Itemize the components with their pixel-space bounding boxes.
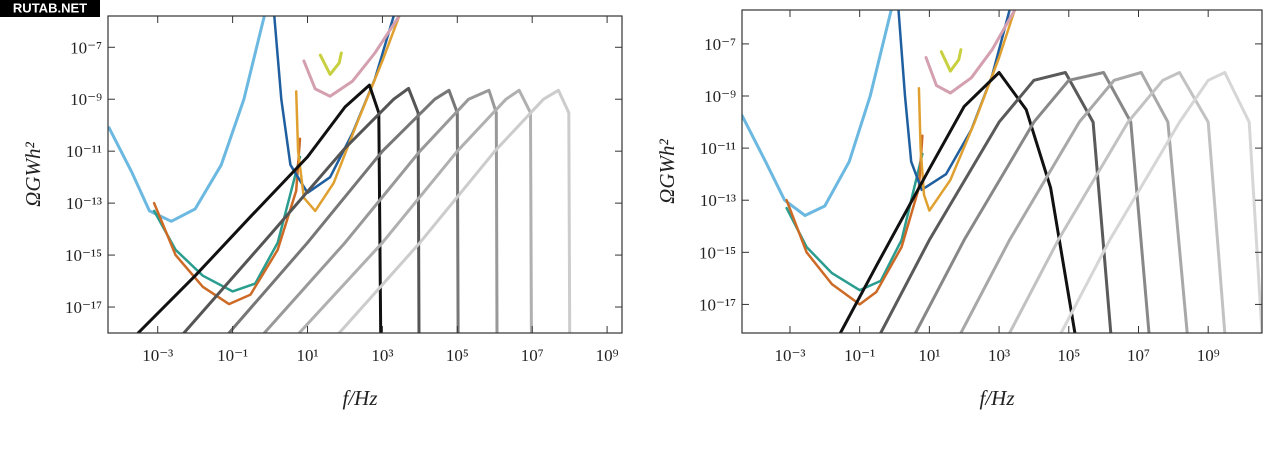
y-tick-label: 10⁻¹⁵ [65, 246, 102, 265]
plot-area [108, 16, 572, 333]
curve [914, 71, 1151, 333]
y-tick-label: 10⁻¹⁵ [699, 243, 736, 262]
x-tick-label: 10⁵ [446, 346, 469, 365]
curve [108, 16, 266, 223]
curve [152, 155, 302, 293]
y-tick-label: 10⁻¹³ [700, 191, 736, 210]
curve [262, 88, 499, 333]
curve [917, 10, 1016, 212]
curve [337, 88, 572, 333]
y-tick-label: 10⁻¹⁷ [699, 295, 736, 314]
curve [939, 48, 963, 73]
y-tick-label: 10⁻⁷ [70, 38, 102, 57]
curve [227, 88, 460, 333]
curve [897, 10, 1011, 192]
x-tick-label: 10³ [988, 346, 1010, 365]
curve [785, 134, 924, 306]
x-tick-label: 10⁻¹ [217, 346, 248, 365]
curve [924, 10, 1017, 95]
curve [742, 10, 893, 217]
y-axis-label: ΩGWh² [21, 141, 45, 206]
curve [302, 16, 401, 98]
x-tick-label: 10¹ [918, 346, 940, 365]
watermark: RUTAB.NET [13, 0, 87, 15]
curve [318, 51, 343, 76]
curve [136, 83, 383, 333]
x-tick-label: 10⁻³ [774, 346, 805, 365]
x-axis-label: f/Hz [979, 386, 1014, 410]
curve [294, 16, 401, 213]
x-tick-label: 10⁷ [521, 346, 544, 365]
plot-area [742, 10, 1262, 333]
curve [785, 152, 924, 292]
curve [152, 137, 302, 306]
curve [1059, 71, 1262, 333]
curve [1008, 71, 1227, 333]
x-tick-label: 10⁷ [1127, 346, 1150, 365]
curve [959, 71, 1189, 333]
y-tick-label: 10⁻¹¹ [66, 142, 102, 161]
curve [182, 86, 421, 333]
x-tick-label: 10⁹ [1197, 346, 1220, 365]
x-tick-label: 10⁹ [596, 346, 619, 365]
plot-frame [741, 9, 1263, 334]
watermark-box [0, 0, 100, 17]
y-tick-label: 10⁻⁹ [704, 87, 736, 106]
x-axis-label: f/Hz [342, 386, 377, 410]
y-tick-label: 10⁻⁷ [704, 35, 736, 54]
x-tick-label: 10¹ [296, 346, 318, 365]
y-tick-label: 10⁻¹¹ [700, 139, 736, 158]
plot-frame [107, 15, 623, 334]
y-tick-label: 10⁻¹³ [66, 194, 102, 213]
y-tick-label: 10⁻⁹ [70, 90, 102, 109]
curve [879, 71, 1113, 333]
x-tick-label: 10⁻³ [142, 346, 173, 365]
y-axis-label: ΩGWh² [655, 138, 679, 203]
x-tick-label: 10⁵ [1057, 346, 1080, 365]
y-tick-label: 10⁻¹⁷ [65, 298, 102, 317]
x-tick-label: 10³ [371, 346, 393, 365]
x-tick-label: 10⁻¹ [844, 346, 875, 365]
